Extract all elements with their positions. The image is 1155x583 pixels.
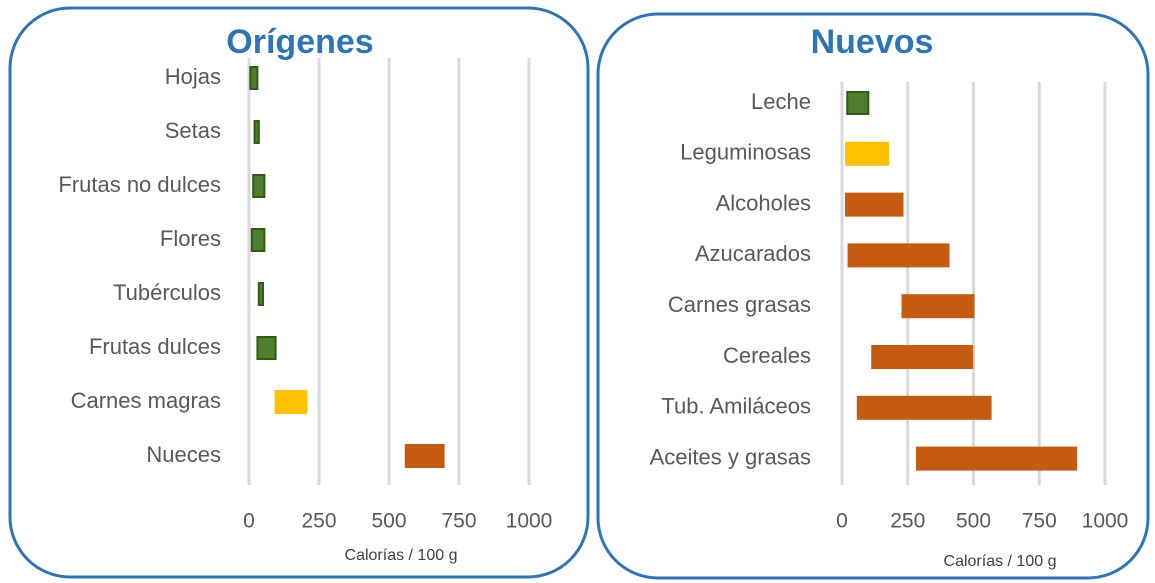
x-tick-label: 250 xyxy=(301,510,336,533)
category-label: Frutas dulces xyxy=(89,334,221,359)
category-label: Tubérculos xyxy=(113,280,221,305)
x-tick-label: 0 xyxy=(243,510,255,533)
x-tick-label: 750 xyxy=(441,510,476,533)
bar xyxy=(256,336,277,360)
bar xyxy=(901,294,975,319)
category-label: Setas xyxy=(165,118,221,143)
category-label: Flores xyxy=(160,226,221,251)
x-tick-label: 0 xyxy=(836,510,848,533)
category-label: Carnes magras xyxy=(71,388,221,413)
chart-title: Nuevos xyxy=(811,23,934,61)
category-label: Azucarados xyxy=(695,241,811,266)
bar xyxy=(249,66,259,90)
x-tick-label: 500 xyxy=(371,510,406,533)
chart-title: Orígenes xyxy=(226,23,373,61)
category-label: Nueces xyxy=(146,442,221,467)
x-tick-label: 750 xyxy=(1022,510,1057,533)
category-label: Frutas no dulces xyxy=(58,172,221,197)
category-label: Leche xyxy=(751,89,811,114)
bar xyxy=(846,91,870,115)
category-label: Cereales xyxy=(723,343,811,368)
category-label: Aceites y grasas xyxy=(650,444,811,469)
bar xyxy=(844,141,890,166)
bar xyxy=(844,192,904,217)
bar xyxy=(871,345,974,369)
bar xyxy=(404,444,445,468)
x-axis-title: Calorías / 100 g xyxy=(345,547,458,564)
panel-frame xyxy=(596,12,1150,580)
bar xyxy=(252,174,266,198)
x-axis-title: Calorías / 100 g xyxy=(944,553,1057,570)
bar xyxy=(915,446,1078,471)
category-label: Alcoholes xyxy=(716,190,811,215)
x-tick-label: 1000 xyxy=(1082,510,1129,533)
category-label: Hojas xyxy=(165,64,221,89)
bar xyxy=(250,228,266,252)
bar xyxy=(274,390,308,414)
x-tick-label: 1000 xyxy=(506,510,553,533)
bar xyxy=(257,282,264,306)
x-tick-label: 250 xyxy=(890,510,925,533)
category-label: Leguminosas xyxy=(680,140,811,165)
bar xyxy=(856,395,992,420)
panel-frame xyxy=(8,6,590,579)
x-tick-label: 500 xyxy=(956,510,991,533)
bar xyxy=(253,120,260,144)
bar xyxy=(847,243,950,268)
category-label: Carnes grasas xyxy=(668,292,811,317)
category-label: Tub. Amiláceos xyxy=(661,394,811,419)
